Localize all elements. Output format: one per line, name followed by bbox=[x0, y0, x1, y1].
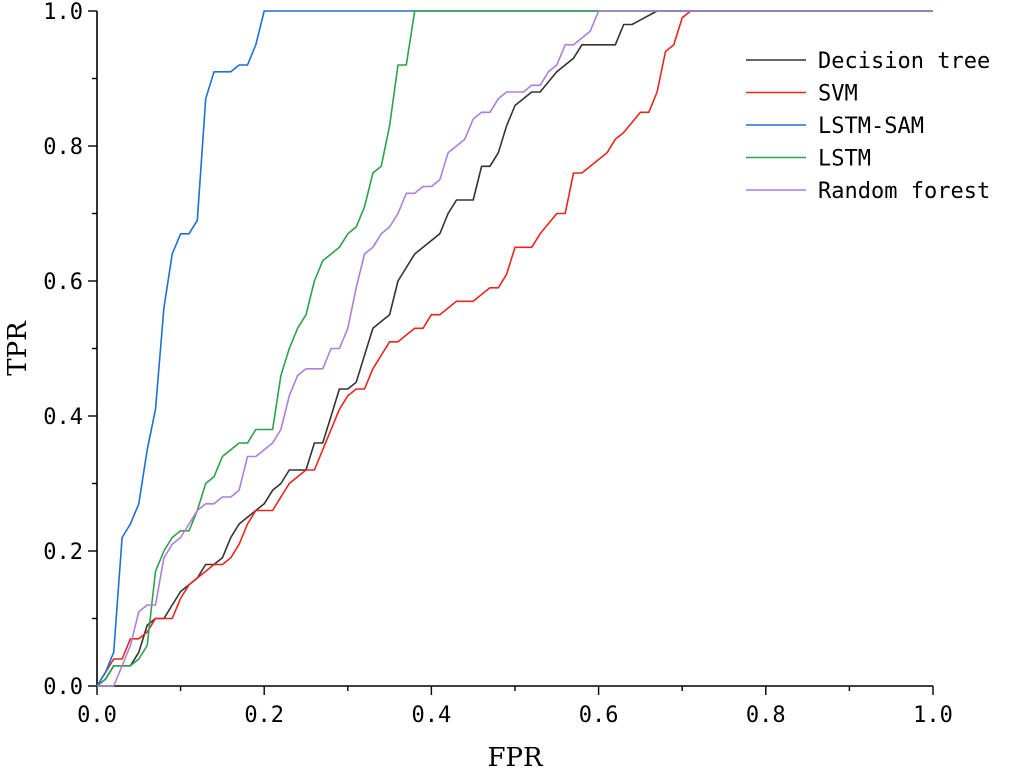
series-line-random-forest bbox=[97, 10, 933, 687]
x-ticks: 0.0 0.2 0.4 0.6 0.8 1.0 bbox=[77, 686, 953, 728]
y-tick-label: 0.0 bbox=[43, 675, 83, 700]
x-tick-label: 0.2 bbox=[244, 703, 284, 728]
y-axis-title: TPR bbox=[3, 320, 33, 376]
legend-label: Random forest bbox=[818, 179, 990, 204]
y-tick-label: 0.6 bbox=[43, 270, 83, 295]
axes bbox=[96, 11, 933, 687]
y-tick-label: 0.2 bbox=[43, 540, 83, 565]
legend-label: LSTM bbox=[818, 147, 871, 172]
x-tick-label: 1.0 bbox=[913, 703, 953, 728]
x-tick-label: 0.6 bbox=[579, 703, 619, 728]
series-line-decision-tree bbox=[96, 10, 933, 687]
x-tick-label: 0.4 bbox=[412, 703, 452, 728]
legend-label: Decision tree bbox=[818, 49, 990, 74]
series-line-lstm-sam bbox=[96, 10, 933, 687]
legend: Decision tree SVM LSTM-SAM LSTM Random fores… bbox=[746, 49, 990, 204]
series-group bbox=[96, 10, 933, 687]
series-line-lstm bbox=[96, 10, 933, 687]
y-tick-label: 0.8 bbox=[43, 135, 83, 160]
y-tick-label: 0.4 bbox=[43, 405, 83, 430]
x-tick-label: 0.8 bbox=[746, 703, 786, 728]
y-ticks: 0.0 0.2 0.4 0.6 0.8 1.0 bbox=[43, 0, 97, 700]
legend-label: LSTM-SAM bbox=[818, 114, 924, 139]
legend-label: SVM bbox=[818, 82, 858, 107]
x-axis-title: FPR bbox=[487, 743, 544, 773]
series-line-svm bbox=[96, 10, 933, 687]
x-tick-label: 0.0 bbox=[77, 703, 117, 728]
y-tick-label: 1.0 bbox=[43, 0, 83, 25]
